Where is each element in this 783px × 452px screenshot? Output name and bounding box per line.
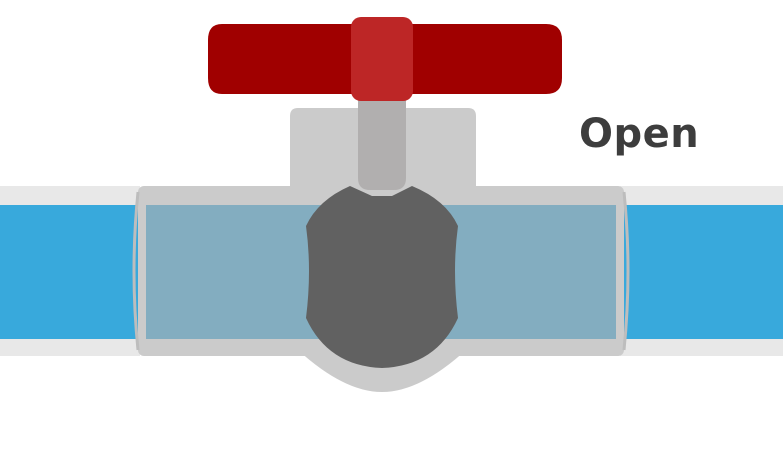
valve-state-label: Open <box>579 111 700 157</box>
handle-hub <box>351 17 413 101</box>
water-right <box>618 205 783 339</box>
sleeve-edge-left <box>132 191 140 351</box>
valve-stem <box>358 96 406 190</box>
sleeve-edge-right <box>622 191 630 351</box>
valve-ball <box>306 186 458 368</box>
valve-handle <box>208 17 562 101</box>
pipe <box>0 186 783 356</box>
water-left <box>0 205 142 339</box>
